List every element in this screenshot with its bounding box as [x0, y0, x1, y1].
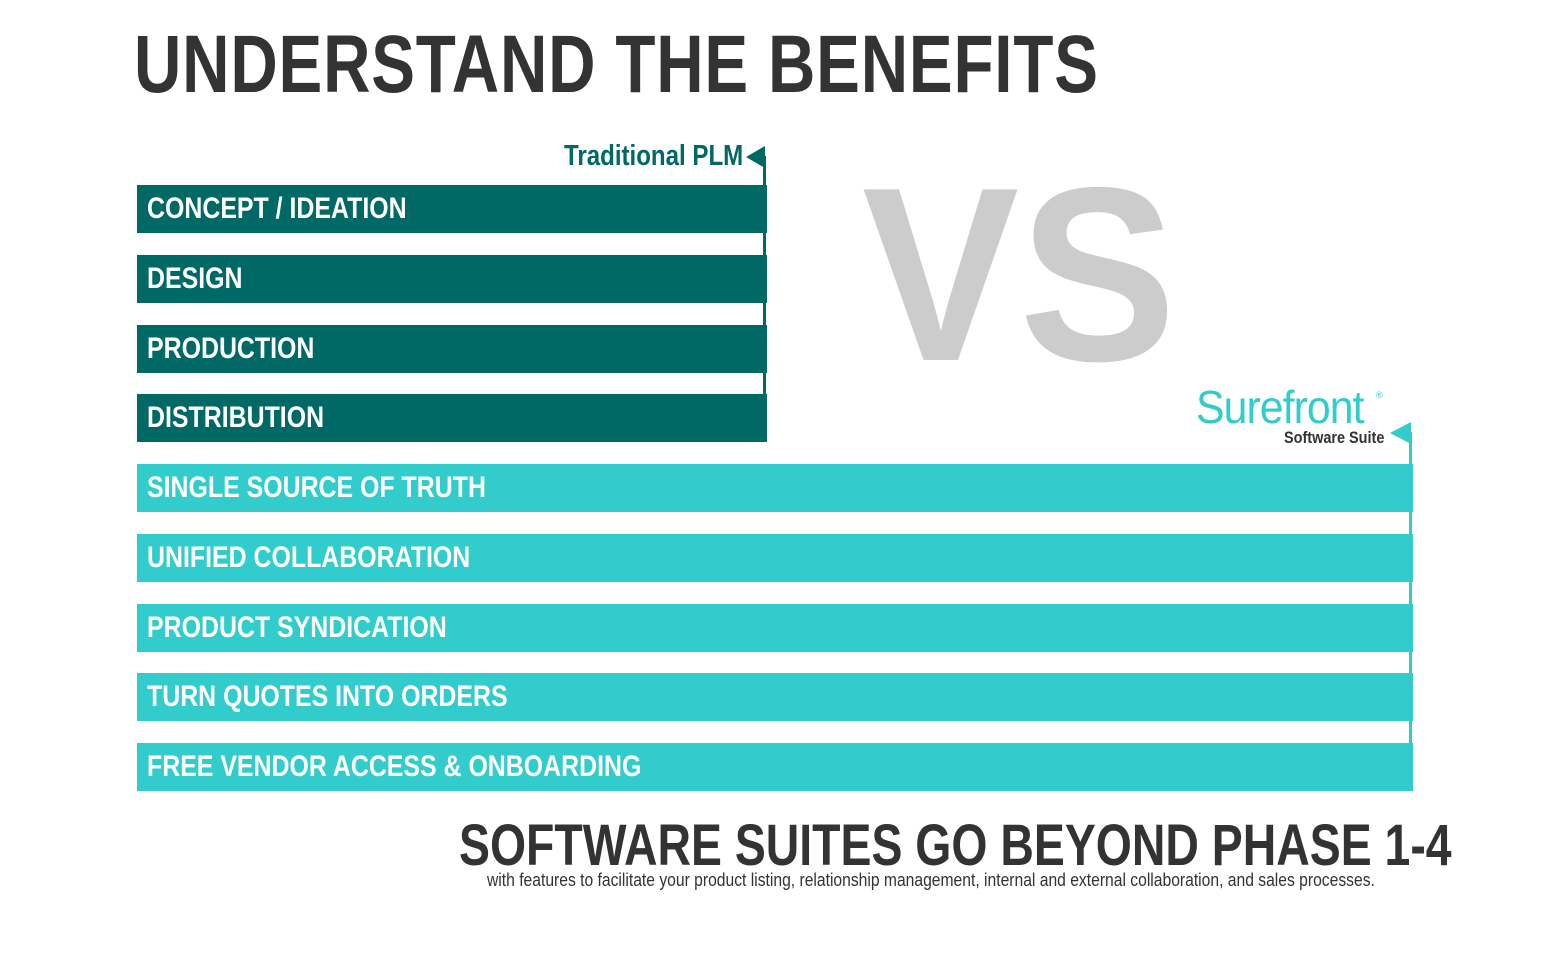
- footer-heading: SOFTWARE SUITES GO BEYOND PHASE 1-4: [459, 813, 1452, 878]
- surefront-logo: Surefront: [1196, 381, 1365, 433]
- footer-subtext: with features to facilitate your product…: [487, 870, 1375, 890]
- feature-bar-product-syndication: PRODUCT SYNDICATION: [137, 604, 1413, 652]
- registered-mark: ®: [1376, 390, 1383, 400]
- feature-bar-unified-collaboration: UNIFIED COLLABORATION: [137, 534, 1413, 582]
- phase-bar-design: DESIGN: [137, 255, 767, 303]
- feature-bar-single-source: SINGLE SOURCE OF TRUTH: [137, 464, 1413, 512]
- traditional-plm-label: Traditional PLM: [564, 140, 744, 172]
- page-title: UNDERSTAND THE BENEFITS: [134, 19, 1099, 110]
- traditional-plm-arrow-icon: [746, 146, 765, 168]
- phase-bar-distribution: DISTRIBUTION: [137, 394, 767, 442]
- feature-bar-vendor-access: FREE VENDOR ACCESS & ONBOARDING: [137, 743, 1413, 791]
- vs-text: VS: [862, 135, 1177, 413]
- phase-bar-concept: CONCEPT / IDEATION: [137, 185, 767, 233]
- surefront-subtitle: Software Suite: [1284, 428, 1385, 447]
- surefront-arrow-icon: [1390, 422, 1411, 444]
- feature-bar-quotes-orders: TURN QUOTES INTO ORDERS: [137, 673, 1413, 721]
- phase-bar-production: PRODUCTION: [137, 325, 767, 373]
